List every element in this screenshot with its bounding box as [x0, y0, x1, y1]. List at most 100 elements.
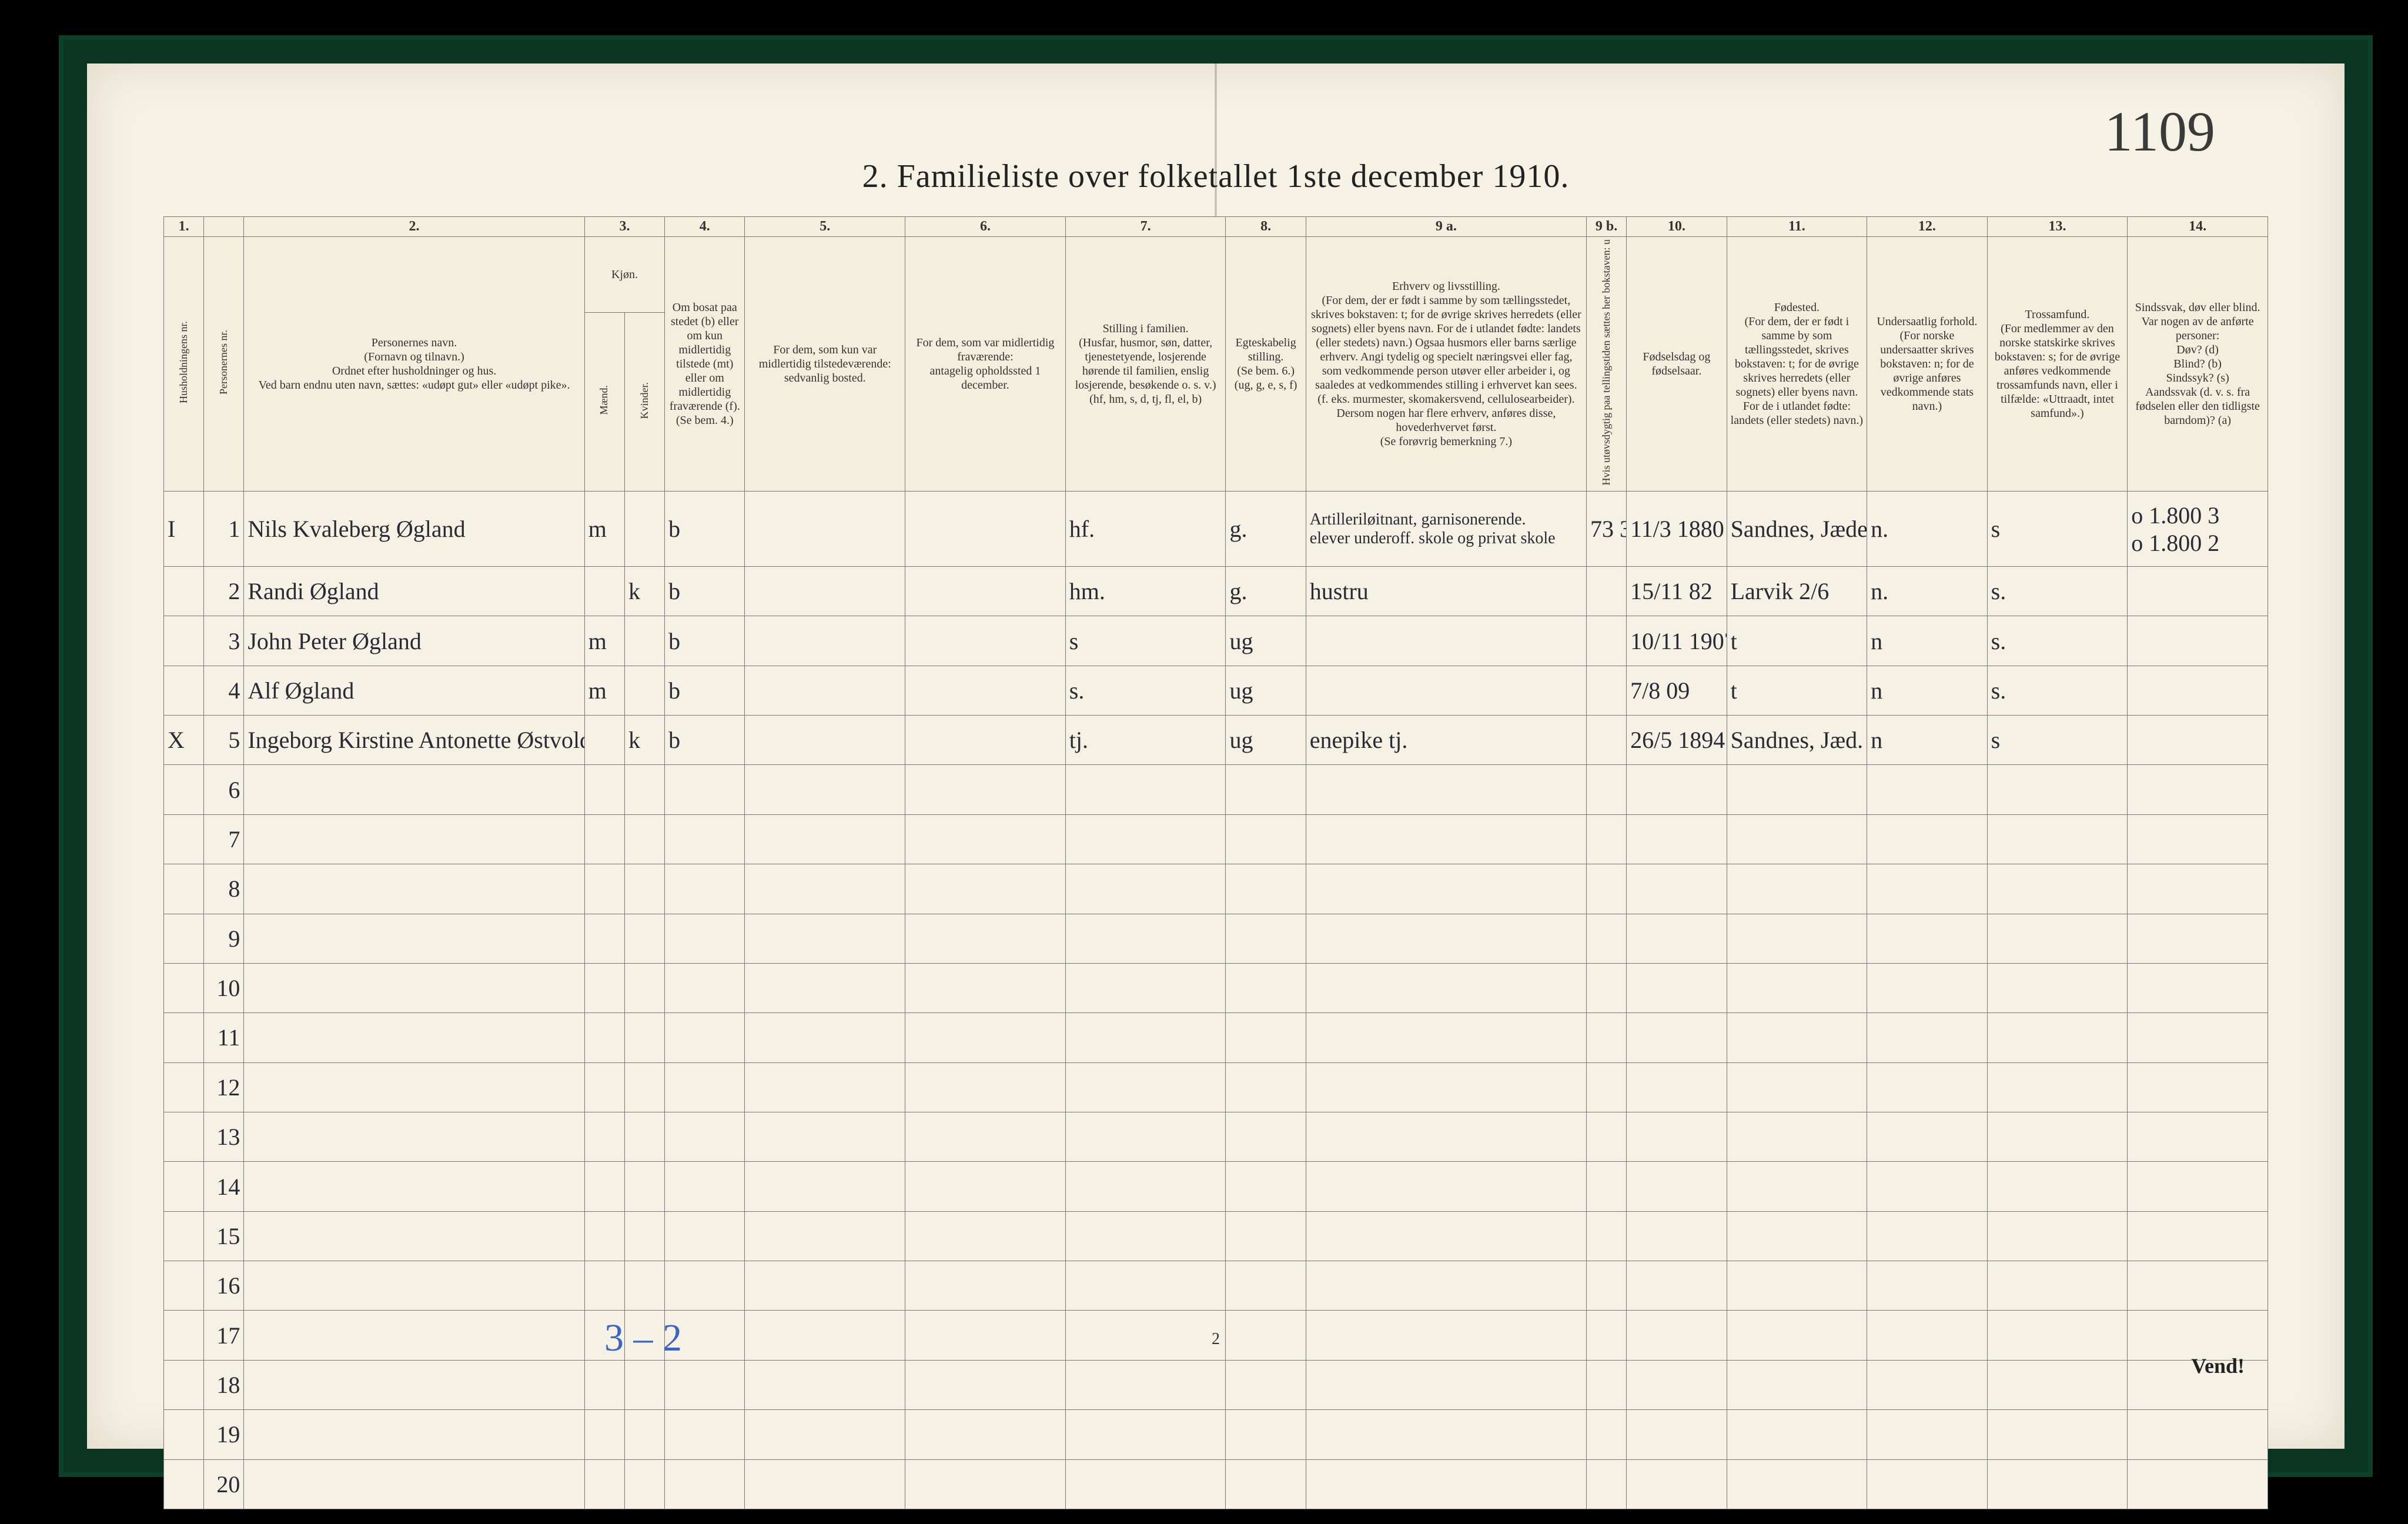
column-header: Personernes nr.: [204, 236, 244, 491]
table-row: I1Nils Kvaleberg Øglandmbhf.g.Artilleril…: [164, 492, 2268, 567]
cell: [905, 1112, 1066, 1162]
cell: [1226, 1311, 1306, 1360]
cell: [665, 1261, 745, 1311]
cell: [164, 814, 204, 864]
cell: [1867, 864, 1988, 914]
cell: [1867, 1162, 1988, 1211]
cell: [905, 963, 1066, 1012]
cell: [624, 1062, 664, 1112]
cell: [624, 1013, 664, 1062]
table-row: 19: [164, 1410, 2268, 1459]
cell: [2128, 567, 2268, 616]
cell: [745, 1013, 905, 1062]
cell: [905, 1311, 1066, 1360]
cell: [1727, 1311, 1867, 1360]
column-number: 1.: [164, 217, 204, 237]
table-row: 6: [164, 765, 2268, 814]
cell: [665, 1062, 745, 1112]
cell: [1306, 1162, 1586, 1211]
cell: [244, 1311, 584, 1360]
column-header: Fødested.(For dem, der er født i samme b…: [1727, 236, 1867, 491]
cell: [1867, 1013, 1988, 1062]
cell: 20: [204, 1459, 244, 1509]
cell: [745, 1311, 905, 1360]
column-number: 9 a.: [1306, 217, 1586, 237]
cell: [905, 1013, 1066, 1062]
cell: [584, 864, 624, 914]
cell: [584, 1112, 624, 1162]
cell: m: [584, 616, 624, 666]
cell: [584, 1162, 624, 1211]
table-row: 9: [164, 914, 2268, 963]
cell: [1727, 1112, 1867, 1162]
cell: [1306, 1459, 1586, 1509]
cell: 14: [204, 1162, 244, 1211]
cell: k: [624, 567, 664, 616]
cell: [1867, 1112, 1988, 1162]
cell: n.: [1867, 567, 1988, 616]
cell: [1226, 1162, 1306, 1211]
cell: [584, 814, 624, 864]
cell: [1065, 1311, 1226, 1360]
cell: [745, 666, 905, 715]
table-row: 12: [164, 1062, 2268, 1112]
column-number: 9 b.: [1586, 217, 1626, 237]
cell: 10: [204, 963, 244, 1012]
cell: [1586, 765, 1626, 814]
column-header: Om bosat paa stedet (b) eller om kun mid…: [665, 236, 745, 491]
cell: [665, 1211, 745, 1261]
cell: [2128, 765, 2268, 814]
cell: [1065, 864, 1226, 914]
column-number: 3.: [584, 217, 664, 237]
cell: [1727, 1062, 1867, 1112]
cell: [1987, 1112, 2128, 1162]
cell: [1306, 765, 1586, 814]
cell: [905, 1261, 1066, 1311]
cell: 9: [204, 914, 244, 963]
table-row: X5Ingeborg Kirstine Antonette Østvoldkbt…: [164, 716, 2268, 765]
cell: [1226, 1360, 1306, 1409]
cell: [1306, 814, 1586, 864]
cell: tj.: [1065, 716, 1226, 765]
cell: [624, 1211, 664, 1261]
cell: [2128, 963, 2268, 1012]
cell: [1867, 814, 1988, 864]
cell: [1065, 1211, 1226, 1261]
cell: [745, 492, 905, 567]
cell: [905, 1360, 1066, 1409]
cell: [1586, 1062, 1626, 1112]
cell: [905, 1211, 1066, 1261]
cell: [1867, 765, 1988, 814]
cell: [745, 814, 905, 864]
table-row: 14: [164, 1162, 2268, 1211]
cell: [244, 1162, 584, 1211]
cell: [745, 914, 905, 963]
cell: 3: [204, 616, 244, 666]
cell: [1727, 1211, 1867, 1261]
cell: [1306, 666, 1586, 715]
cell: n: [1867, 666, 1988, 715]
cell: [905, 765, 1066, 814]
cell: [1867, 963, 1988, 1012]
cell: [1586, 1459, 1626, 1509]
cell: [665, 1410, 745, 1459]
cell: ug: [1226, 716, 1306, 765]
column-header: Egteskabelig stilling.(Se bem. 6.)(ug, g…: [1226, 236, 1306, 491]
cell: [1867, 1261, 1988, 1311]
cell: [244, 864, 584, 914]
cell: [1306, 1013, 1586, 1062]
cell: 10/11 1907: [1627, 616, 1727, 666]
cell: [665, 814, 745, 864]
cell: [1627, 864, 1727, 914]
cell: [905, 814, 1066, 864]
cell: Nils Kvaleberg Øgland: [244, 492, 584, 567]
cell: [1627, 1112, 1727, 1162]
cell: [1065, 1112, 1226, 1162]
cell: 15/11 82: [1627, 567, 1727, 616]
cell: [624, 963, 664, 1012]
cell: [584, 1062, 624, 1112]
cell: 8: [204, 864, 244, 914]
cell: [1306, 1062, 1586, 1112]
cell: t: [1727, 666, 1867, 715]
cell: [1065, 765, 1226, 814]
